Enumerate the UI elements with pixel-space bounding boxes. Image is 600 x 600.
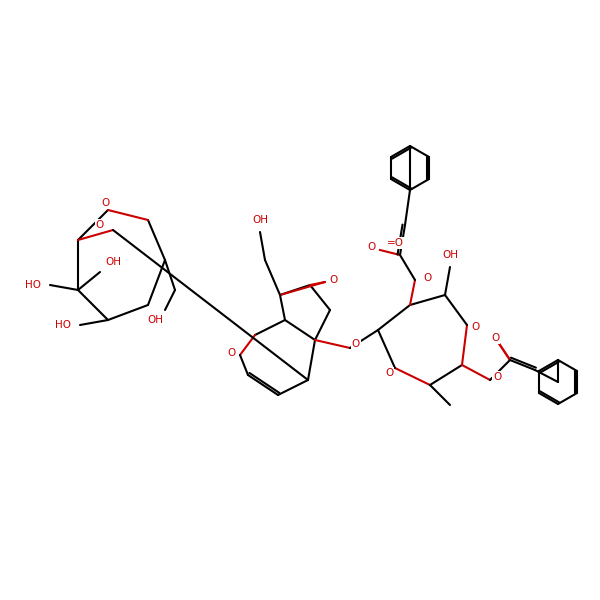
Text: =O: =O <box>386 238 404 248</box>
Text: O: O <box>491 333 499 343</box>
Text: O: O <box>385 368 393 378</box>
Text: OH: OH <box>105 257 121 267</box>
Text: OH: OH <box>147 315 163 325</box>
Text: HO: HO <box>55 320 71 330</box>
Text: OH: OH <box>252 215 268 225</box>
Text: O: O <box>368 242 376 252</box>
Text: O: O <box>96 220 104 230</box>
Text: OH: OH <box>442 250 458 260</box>
Text: O: O <box>471 322 479 332</box>
Text: O: O <box>352 339 360 349</box>
Text: HO: HO <box>25 280 41 290</box>
Text: O: O <box>423 273 431 283</box>
Text: O: O <box>102 198 110 208</box>
Text: O: O <box>329 275 337 285</box>
Text: O: O <box>493 372 501 382</box>
Text: O: O <box>228 348 236 358</box>
